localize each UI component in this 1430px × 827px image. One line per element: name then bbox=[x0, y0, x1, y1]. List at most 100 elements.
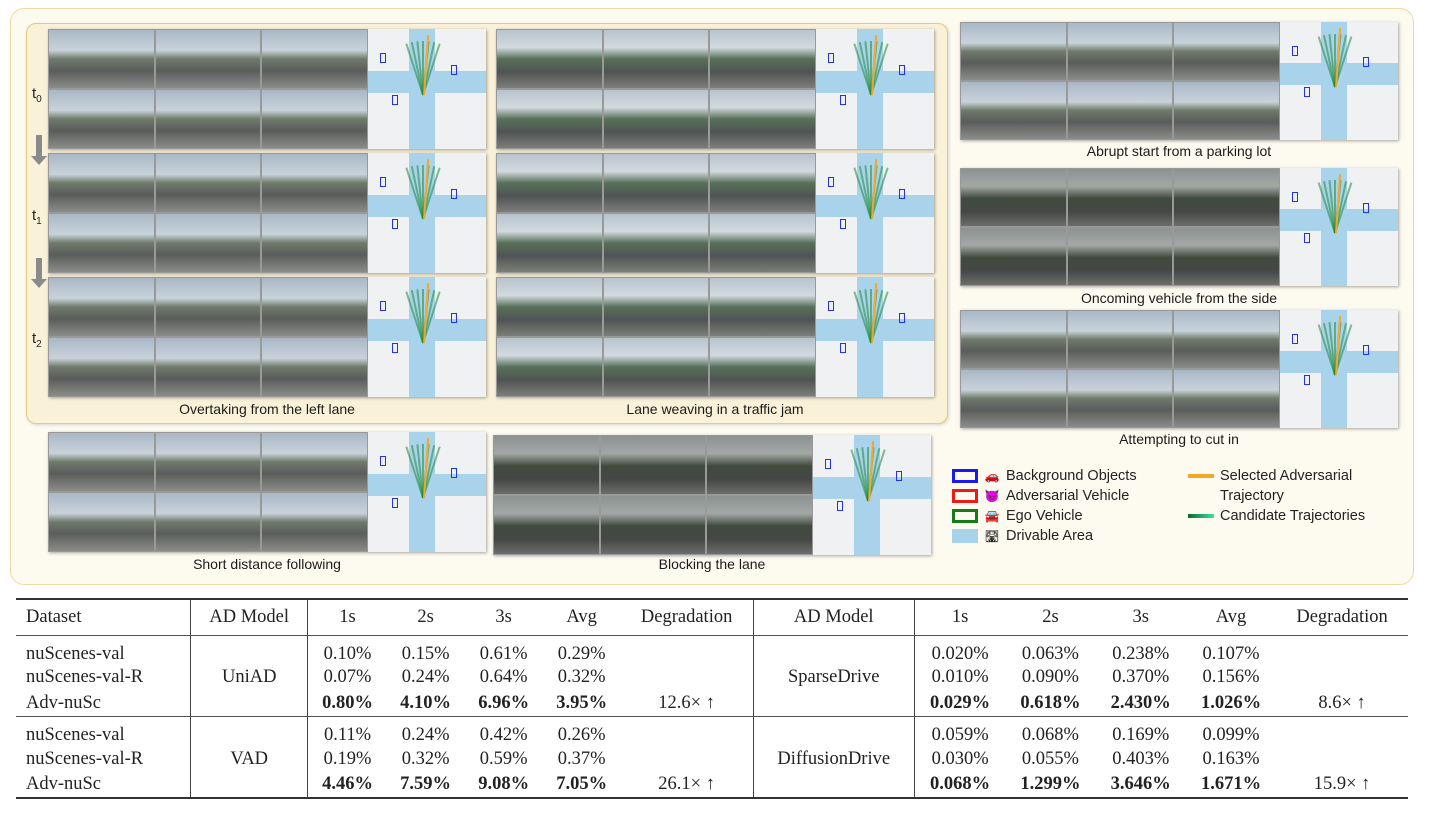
legend-label: Selected Adversarial bbox=[1220, 468, 1353, 484]
car-icon: 🚗 bbox=[984, 469, 1000, 483]
degradation-cell bbox=[1276, 635, 1408, 665]
value-cell: 4.46% bbox=[307, 772, 387, 798]
legend-label: Adversarial Vehicle bbox=[1006, 488, 1130, 504]
legend-selected-trajectory: Selected Adversarial bbox=[1188, 468, 1352, 484]
camera-image bbox=[602, 89, 710, 149]
bev-map bbox=[816, 29, 934, 149]
camera-image bbox=[48, 29, 155, 89]
legend-label: Trajectory bbox=[1220, 488, 1284, 504]
value-cell: 0.24% bbox=[401, 667, 450, 687]
caption-oncoming-vehicle: Oncoming vehicle from the side bbox=[1080, 290, 1278, 306]
camera-image bbox=[1066, 310, 1174, 369]
camera-image bbox=[261, 277, 368, 337]
caption-blocking-lane: Blocking the lane bbox=[658, 556, 766, 572]
degradation-cell: 26.1× ↑ bbox=[658, 774, 715, 794]
value-cell: 0.370% bbox=[1112, 667, 1170, 687]
camera-image bbox=[496, 89, 603, 149]
value-cell: 0.169% bbox=[1112, 725, 1170, 745]
header-degradation: Degradation bbox=[1296, 606, 1388, 627]
model-cell: DiffusionDrive bbox=[752, 746, 915, 772]
scenario-panel bbox=[960, 310, 1398, 428]
camera-image bbox=[496, 277, 603, 337]
bev-map bbox=[813, 435, 931, 555]
header-degradation: Degradation bbox=[640, 606, 733, 627]
camera-image bbox=[960, 310, 1067, 369]
model-cell: VAD bbox=[189, 746, 308, 772]
header-dataset: Dataset bbox=[26, 606, 82, 627]
bev-map bbox=[1280, 22, 1398, 140]
scenario-panel bbox=[960, 168, 1398, 286]
camera-image bbox=[496, 29, 603, 89]
value-cell: 0.32% bbox=[401, 748, 450, 769]
scenario-panel bbox=[48, 277, 486, 397]
scenario-panel bbox=[496, 277, 934, 397]
time-label-t1: t1 bbox=[32, 207, 42, 227]
value-cell: 0.19% bbox=[307, 746, 387, 772]
value-cell: 0.29% bbox=[557, 643, 606, 664]
camera-views bbox=[48, 432, 368, 552]
dataset-cell: Adv-nuSc bbox=[26, 774, 102, 794]
model-cell bbox=[189, 772, 308, 798]
light-blue-swatch bbox=[952, 529, 978, 543]
header-avg: Avg bbox=[1215, 606, 1247, 627]
scenario-panel bbox=[48, 432, 486, 552]
value-cell: 0.15% bbox=[401, 643, 450, 664]
legend-ego-vehicle: 🚘 Ego Vehicle bbox=[952, 508, 1083, 524]
devil-face-icon: 😈 bbox=[984, 489, 1000, 503]
model-cell bbox=[752, 772, 915, 798]
bev-map bbox=[368, 277, 486, 397]
value-cell: 7.05% bbox=[556, 774, 608, 794]
camera-image bbox=[709, 89, 816, 149]
camera-image bbox=[706, 435, 813, 495]
legend-label: Background Objects bbox=[1006, 468, 1137, 484]
value-cell: 0.618% bbox=[1020, 692, 1081, 713]
degradation-cell bbox=[1276, 746, 1408, 772]
table-row: nuScenes-val 0.11% 0.24% 0.42% 0.26% 0.059% 0.… bbox=[16, 716, 1408, 746]
camera-image bbox=[709, 337, 816, 397]
value-cell: 0.32% bbox=[557, 667, 606, 687]
value-cell: 0.163% bbox=[1202, 748, 1260, 769]
down-arrow-icon bbox=[31, 258, 47, 288]
camera-image bbox=[1173, 227, 1280, 286]
value-cell: 0.090% bbox=[1021, 667, 1079, 687]
camera-image bbox=[602, 29, 710, 89]
scenario-panel bbox=[496, 153, 934, 273]
camera-image bbox=[261, 153, 368, 213]
value-cell: 0.11% bbox=[307, 716, 387, 746]
degradation-cell bbox=[621, 665, 753, 691]
time-label-t0: t0 bbox=[32, 85, 42, 105]
header-2s: 2s bbox=[1042, 606, 1059, 627]
camera-image bbox=[154, 153, 262, 213]
table-row: Adv-nuSc 0.80% 4.10% 6.96% 3.95% 12.6× ↑ 0.029… bbox=[16, 690, 1408, 717]
table-row: nuScenes-val-R VAD 0.19% 0.32% 0.59% 0.37% Dif… bbox=[16, 746, 1408, 772]
bev-map bbox=[1280, 310, 1398, 428]
caption-abrupt-start: Abrupt start from a parking lot bbox=[1086, 143, 1272, 159]
degradation-cell bbox=[621, 746, 753, 772]
value-cell: 0.029% bbox=[913, 690, 1006, 717]
camera-views bbox=[48, 29, 368, 149]
caption-overtaking: Overtaking from the left lane bbox=[179, 401, 355, 417]
camera-image bbox=[709, 153, 816, 213]
green-line-swatch bbox=[1188, 514, 1214, 518]
scenario-panel bbox=[493, 435, 931, 555]
model-cell: SparseDrive bbox=[752, 664, 915, 691]
camera-image bbox=[1173, 168, 1280, 227]
camera-image bbox=[709, 29, 816, 89]
camera-image bbox=[1066, 168, 1174, 227]
degradation-cell bbox=[621, 635, 753, 665]
camera-image bbox=[48, 89, 155, 149]
value-cell: 2.430% bbox=[1110, 692, 1171, 713]
scenario-panel bbox=[48, 29, 486, 149]
value-cell: 0.64% bbox=[479, 667, 528, 687]
camera-image bbox=[154, 337, 262, 397]
camera-image bbox=[602, 337, 710, 397]
value-cell: 0.107% bbox=[1202, 643, 1260, 664]
value-cell: 0.030% bbox=[913, 746, 1006, 772]
camera-image bbox=[1173, 369, 1280, 428]
camera-image bbox=[706, 495, 813, 555]
blue-box-swatch bbox=[952, 469, 978, 483]
model-cell bbox=[752, 690, 915, 717]
camera-image bbox=[602, 153, 710, 213]
camera-views bbox=[48, 277, 368, 397]
value-cell: 0.26% bbox=[557, 725, 606, 745]
